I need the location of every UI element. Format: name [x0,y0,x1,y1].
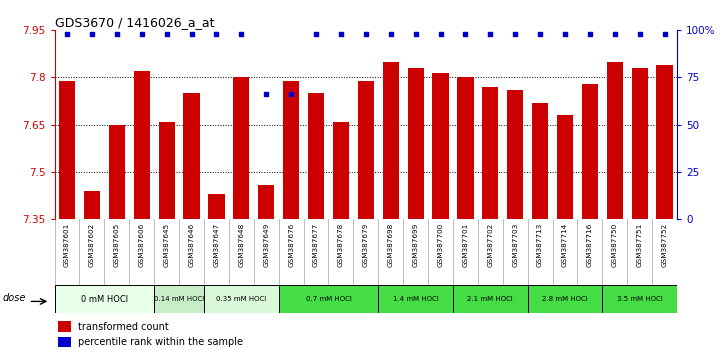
Bar [657,65,673,219]
Point [161,31,173,37]
Bar [408,68,424,219]
Point [235,31,247,37]
Text: GSM387648: GSM387648 [238,223,245,267]
Point [86,31,98,37]
Bar [58,321,71,332]
Text: GSM387751: GSM387751 [637,223,643,267]
Text: 2.8 mM HOCl: 2.8 mM HOCl [542,296,588,302]
Point [61,31,73,37]
Text: GSM387703: GSM387703 [513,223,518,267]
Bar [383,62,399,219]
Bar [333,122,349,219]
Text: GSM387713: GSM387713 [537,223,543,267]
Bar [357,81,374,219]
Point [584,31,596,37]
Point [534,31,546,37]
Point [285,92,297,97]
Point [435,31,446,37]
Point [310,31,322,37]
Text: GSM387699: GSM387699 [413,223,419,267]
Bar [582,84,598,219]
Bar [602,285,677,313]
Text: GSM387716: GSM387716 [587,223,593,267]
Point [210,31,222,37]
Text: GDS3670 / 1416026_a_at: GDS3670 / 1416026_a_at [55,16,214,29]
Text: transformed count: transformed count [78,321,169,331]
Text: 0 mM HOCl: 0 mM HOCl [81,295,128,304]
Text: GSM387698: GSM387698 [388,223,394,267]
Text: GSM387602: GSM387602 [89,223,95,267]
Text: GSM387646: GSM387646 [189,223,194,267]
Point [559,31,571,37]
Bar [258,185,274,219]
Text: GSM387677: GSM387677 [313,223,319,267]
Text: GSM387750: GSM387750 [612,223,618,267]
Text: GSM387679: GSM387679 [363,223,369,267]
Text: GSM387649: GSM387649 [264,223,269,267]
Point [136,31,148,37]
Bar [183,93,199,219]
Text: GSM387714: GSM387714 [562,223,568,267]
Bar [379,285,453,313]
Text: 0.7 mM HOCl: 0.7 mM HOCl [306,296,352,302]
Point [410,31,422,37]
Point [485,31,496,37]
Text: 0.35 mM HOCl: 0.35 mM HOCl [216,296,266,302]
Point [111,31,122,37]
Bar [154,285,204,313]
Bar [84,191,100,219]
Bar [482,87,499,219]
Bar [557,115,573,219]
Bar [233,78,250,219]
Text: GSM387752: GSM387752 [662,223,668,267]
Text: GSM387700: GSM387700 [438,223,443,267]
Text: 2.1 mM HOCl: 2.1 mM HOCl [467,296,513,302]
Point [634,31,646,37]
Bar [606,62,623,219]
Point [186,31,197,37]
Bar [632,68,648,219]
Bar [453,285,528,313]
Text: GSM387702: GSM387702 [487,223,494,267]
Text: GSM387606: GSM387606 [139,223,145,267]
Text: GSM387601: GSM387601 [64,223,70,267]
Text: 0.14 mM HOCl: 0.14 mM HOCl [154,296,205,302]
Bar [134,71,150,219]
Text: GSM387645: GSM387645 [164,223,170,267]
Text: 1.4 mM HOCl: 1.4 mM HOCl [392,296,438,302]
Point [335,31,347,37]
Bar [457,78,473,219]
Text: 3.5 mM HOCl: 3.5 mM HOCl [617,296,662,302]
Bar [279,285,379,313]
Text: GSM387647: GSM387647 [213,223,219,267]
Bar [507,90,523,219]
Point [659,31,670,37]
Point [385,31,397,37]
Point [609,31,620,37]
Text: percentile rank within the sample: percentile rank within the sample [78,337,243,347]
Text: dose: dose [3,293,26,303]
Bar [308,93,324,219]
Text: GSM387605: GSM387605 [114,223,120,267]
Bar [108,125,125,219]
Bar [283,81,299,219]
Bar [208,194,224,219]
Bar [58,337,71,347]
Text: GSM387678: GSM387678 [338,223,344,267]
Bar [432,73,448,219]
Point [459,31,471,37]
Text: GSM387701: GSM387701 [462,223,468,267]
Bar [59,81,75,219]
Bar [528,285,602,313]
Point [261,92,272,97]
Point [510,31,521,37]
Point [360,31,371,37]
Text: GSM387676: GSM387676 [288,223,294,267]
Bar [55,285,154,313]
Bar [159,122,175,219]
Bar [532,103,548,219]
Bar [204,285,279,313]
